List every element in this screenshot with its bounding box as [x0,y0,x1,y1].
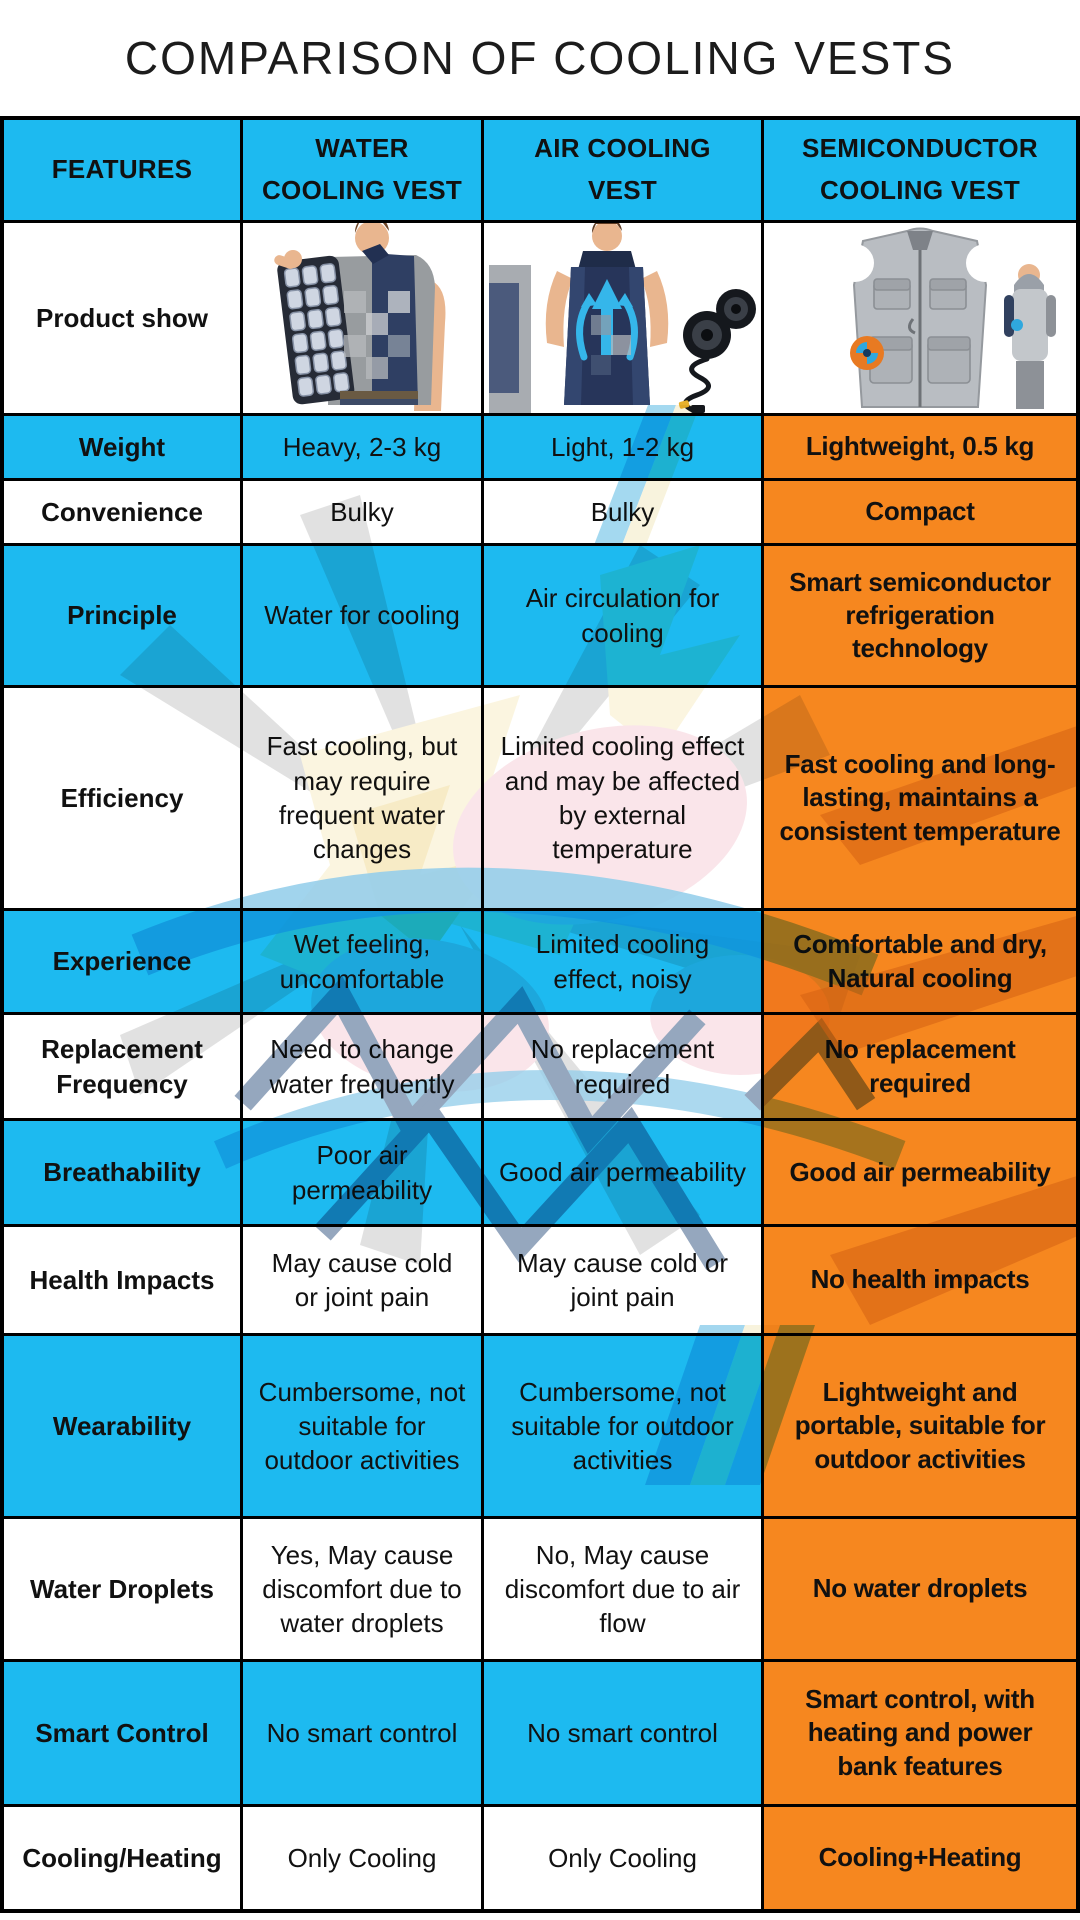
cell-health-air: May cause cold or joint pain [484,1227,761,1333]
water-vest-illustration [244,223,480,413]
cell-convenience-semiconductor: Compact [764,481,1076,543]
feature-label-product-show: Product show [4,223,240,413]
cell-cooling-semiconductor: Cooling+Heating [764,1807,1076,1909]
header-semiconductor-cooling-vest: SEMICONDUCTOR COOLING VEST [764,120,1076,220]
cell-droplets-semiconductor: No water droplets [764,1519,1076,1659]
cell-cooling-water: Only Cooling [243,1807,481,1909]
feature-label-replacement-frequency: Replacement Frequency [4,1015,240,1118]
feature-label-cooling-heating: Cooling/Heating [4,1807,240,1909]
cell-wearability-water: Cumbersome, not suitable for outdoor act… [243,1336,481,1516]
cell-health-water: May cause cold or joint pain [243,1227,481,1333]
feature-label-breathability: Breathability [4,1121,240,1224]
cell-smart-air: No smart control [484,1662,761,1804]
cell-droplets-air: No, May cause discomfort due to air flow [484,1519,761,1659]
feature-label-smart-control: Smart Control [4,1662,240,1804]
cell-experience-semiconductor: Comfortable and dry, Natural cooling [764,911,1076,1012]
header-water-cooling-vest: WATER COOLING VEST [243,120,481,220]
cell-principle-air: Air circulation for cooling [484,546,761,685]
cell-wearability-semiconductor: Lightweight and portable, suitable for o… [764,1336,1076,1516]
cell-droplets-water: Yes, May cause discomfort due to water d… [243,1519,481,1659]
cell-efficiency-semiconductor: Fast cooling and long-lasting, maintains… [764,688,1076,908]
cell-replacement-semiconductor: No replacement required [764,1015,1076,1118]
cell-health-semiconductor: No health impacts [764,1227,1076,1333]
cell-experience-water: Wet feeling, uncomfortable [243,911,481,1012]
water-cooling-vest-photo [243,223,481,413]
cell-replacement-air: No replacement required [484,1015,761,1118]
air-cooling-vest-photo [484,223,761,413]
cell-weight-water: Heavy, 2-3 kg [243,416,481,478]
cell-weight-air: Light, 1-2 kg [484,416,761,478]
cell-convenience-air: Bulky [484,481,761,543]
air-vest-illustration [487,223,758,413]
feature-label-weight: Weight [4,416,240,478]
feature-label-principle: Principle [4,546,240,685]
feature-label-health-impacts: Health Impacts [4,1227,240,1333]
cell-weight-semiconductor: Lightweight, 0.5 kg [764,416,1076,478]
page-title: COMPARISON OF COOLING VESTS [124,32,956,84]
feature-label-wearability: Wearability [4,1336,240,1516]
feature-label-experience: Experience [4,911,240,1012]
header-air-cooling-vest: AIR COOLING VEST [484,120,761,220]
feature-label-convenience: Convenience [4,481,240,543]
cell-principle-water: Water for cooling [243,546,481,685]
cell-principle-semiconductor: Smart semiconductor refrigeration techno… [764,546,1076,685]
cell-smart-water: No smart control [243,1662,481,1804]
header-features: FEATURES [4,120,240,220]
cell-experience-air: Limited cooling effect, noisy [484,911,761,1012]
feature-label-water-droplets: Water Droplets [4,1519,240,1659]
semiconductor-vest-illustration [767,223,1073,413]
cell-breathability-air: Good air permeability [484,1121,761,1224]
comparison-table: FEATURES WATER COOLING VEST AIR COOLING … [0,116,1080,1913]
cell-cooling-air: Only Cooling [484,1807,761,1909]
semiconductor-cooling-vest-photo [764,223,1076,413]
cell-breathability-water: Poor air permeability [243,1121,481,1224]
cell-breathability-semiconductor: Good air permeability [764,1121,1076,1224]
cell-efficiency-air: Limited cooling effect and may be affect… [484,688,761,908]
cell-replacement-water: Need to change water frequently [243,1015,481,1118]
title-bar: COMPARISON OF COOLING VESTS [0,0,1080,116]
cell-efficiency-water: Fast cooling, but may require frequent w… [243,688,481,908]
cell-convenience-water: Bulky [243,481,481,543]
feature-label-efficiency: Efficiency [4,688,240,908]
cell-wearability-air: Cumbersome, not suitable for outdoor act… [484,1336,761,1516]
cell-smart-semiconductor: Smart control, with heating and power ba… [764,1662,1076,1804]
